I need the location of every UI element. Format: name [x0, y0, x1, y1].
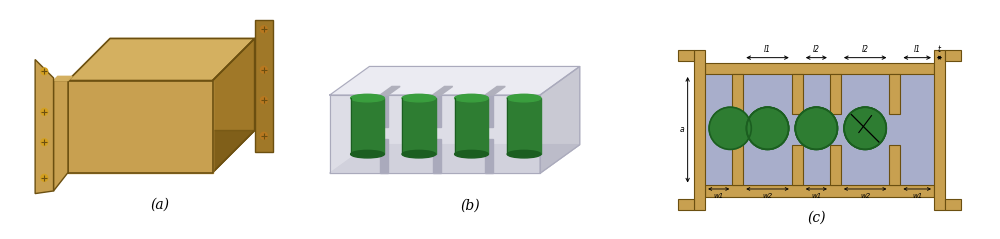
- Circle shape: [844, 107, 886, 149]
- Circle shape: [41, 174, 48, 181]
- Polygon shape: [68, 130, 255, 173]
- Text: (c): (c): [807, 211, 826, 225]
- Bar: [694, 50, 705, 210]
- Text: (a): (a): [150, 198, 170, 212]
- Ellipse shape: [507, 94, 541, 102]
- Text: a: a: [680, 125, 685, 134]
- Text: l2: l2: [862, 45, 869, 54]
- Polygon shape: [380, 139, 388, 173]
- Ellipse shape: [455, 150, 488, 158]
- Circle shape: [746, 107, 789, 149]
- Polygon shape: [507, 98, 541, 154]
- Polygon shape: [433, 87, 453, 95]
- Text: w1: w1: [811, 193, 821, 199]
- Text: w2: w2: [762, 193, 773, 199]
- Polygon shape: [330, 95, 540, 173]
- Ellipse shape: [507, 150, 541, 158]
- Text: w1: w1: [912, 193, 922, 199]
- Bar: [705, 63, 934, 74]
- Circle shape: [41, 139, 48, 146]
- Bar: [678, 199, 694, 210]
- Polygon shape: [351, 98, 384, 154]
- Polygon shape: [433, 139, 441, 173]
- Polygon shape: [213, 38, 255, 173]
- Text: w2: w2: [860, 193, 870, 199]
- Circle shape: [260, 26, 267, 33]
- Ellipse shape: [402, 150, 436, 158]
- Bar: [945, 199, 961, 210]
- Bar: [792, 74, 803, 114]
- Bar: [732, 74, 743, 114]
- Text: w1: w1: [714, 193, 724, 199]
- Polygon shape: [402, 98, 436, 154]
- Polygon shape: [485, 95, 493, 126]
- Text: (b): (b): [460, 199, 480, 213]
- Circle shape: [41, 68, 48, 75]
- Circle shape: [41, 109, 48, 115]
- Polygon shape: [485, 139, 493, 173]
- Polygon shape: [68, 81, 213, 173]
- Circle shape: [795, 107, 837, 149]
- Bar: [705, 185, 934, 197]
- Circle shape: [795, 107, 837, 149]
- Polygon shape: [380, 95, 388, 126]
- Polygon shape: [255, 20, 273, 152]
- Text: l1: l1: [914, 45, 921, 54]
- Bar: [705, 74, 934, 185]
- Bar: [792, 145, 803, 185]
- Circle shape: [260, 97, 267, 103]
- Ellipse shape: [455, 94, 488, 102]
- Text: l1: l1: [764, 45, 771, 54]
- Polygon shape: [380, 87, 400, 95]
- Circle shape: [260, 132, 267, 139]
- Polygon shape: [330, 66, 580, 95]
- Bar: [945, 50, 961, 61]
- Bar: [678, 50, 694, 61]
- Polygon shape: [330, 145, 580, 173]
- Text: l2: l2: [813, 45, 820, 54]
- Polygon shape: [35, 60, 54, 194]
- Ellipse shape: [402, 94, 436, 102]
- Polygon shape: [54, 76, 72, 81]
- Circle shape: [709, 107, 751, 149]
- Polygon shape: [54, 81, 68, 191]
- Polygon shape: [68, 38, 255, 81]
- Bar: [732, 145, 743, 185]
- Polygon shape: [485, 87, 505, 95]
- Bar: [889, 74, 900, 114]
- Polygon shape: [540, 66, 580, 173]
- Bar: [934, 50, 945, 210]
- Circle shape: [746, 107, 789, 149]
- Polygon shape: [455, 98, 488, 154]
- Ellipse shape: [351, 94, 384, 102]
- Text: t: t: [938, 45, 941, 54]
- Bar: [889, 145, 900, 185]
- Bar: [830, 145, 841, 185]
- Bar: [830, 74, 841, 114]
- Ellipse shape: [351, 150, 384, 158]
- Circle shape: [260, 66, 267, 73]
- Polygon shape: [433, 95, 441, 126]
- Circle shape: [844, 107, 886, 149]
